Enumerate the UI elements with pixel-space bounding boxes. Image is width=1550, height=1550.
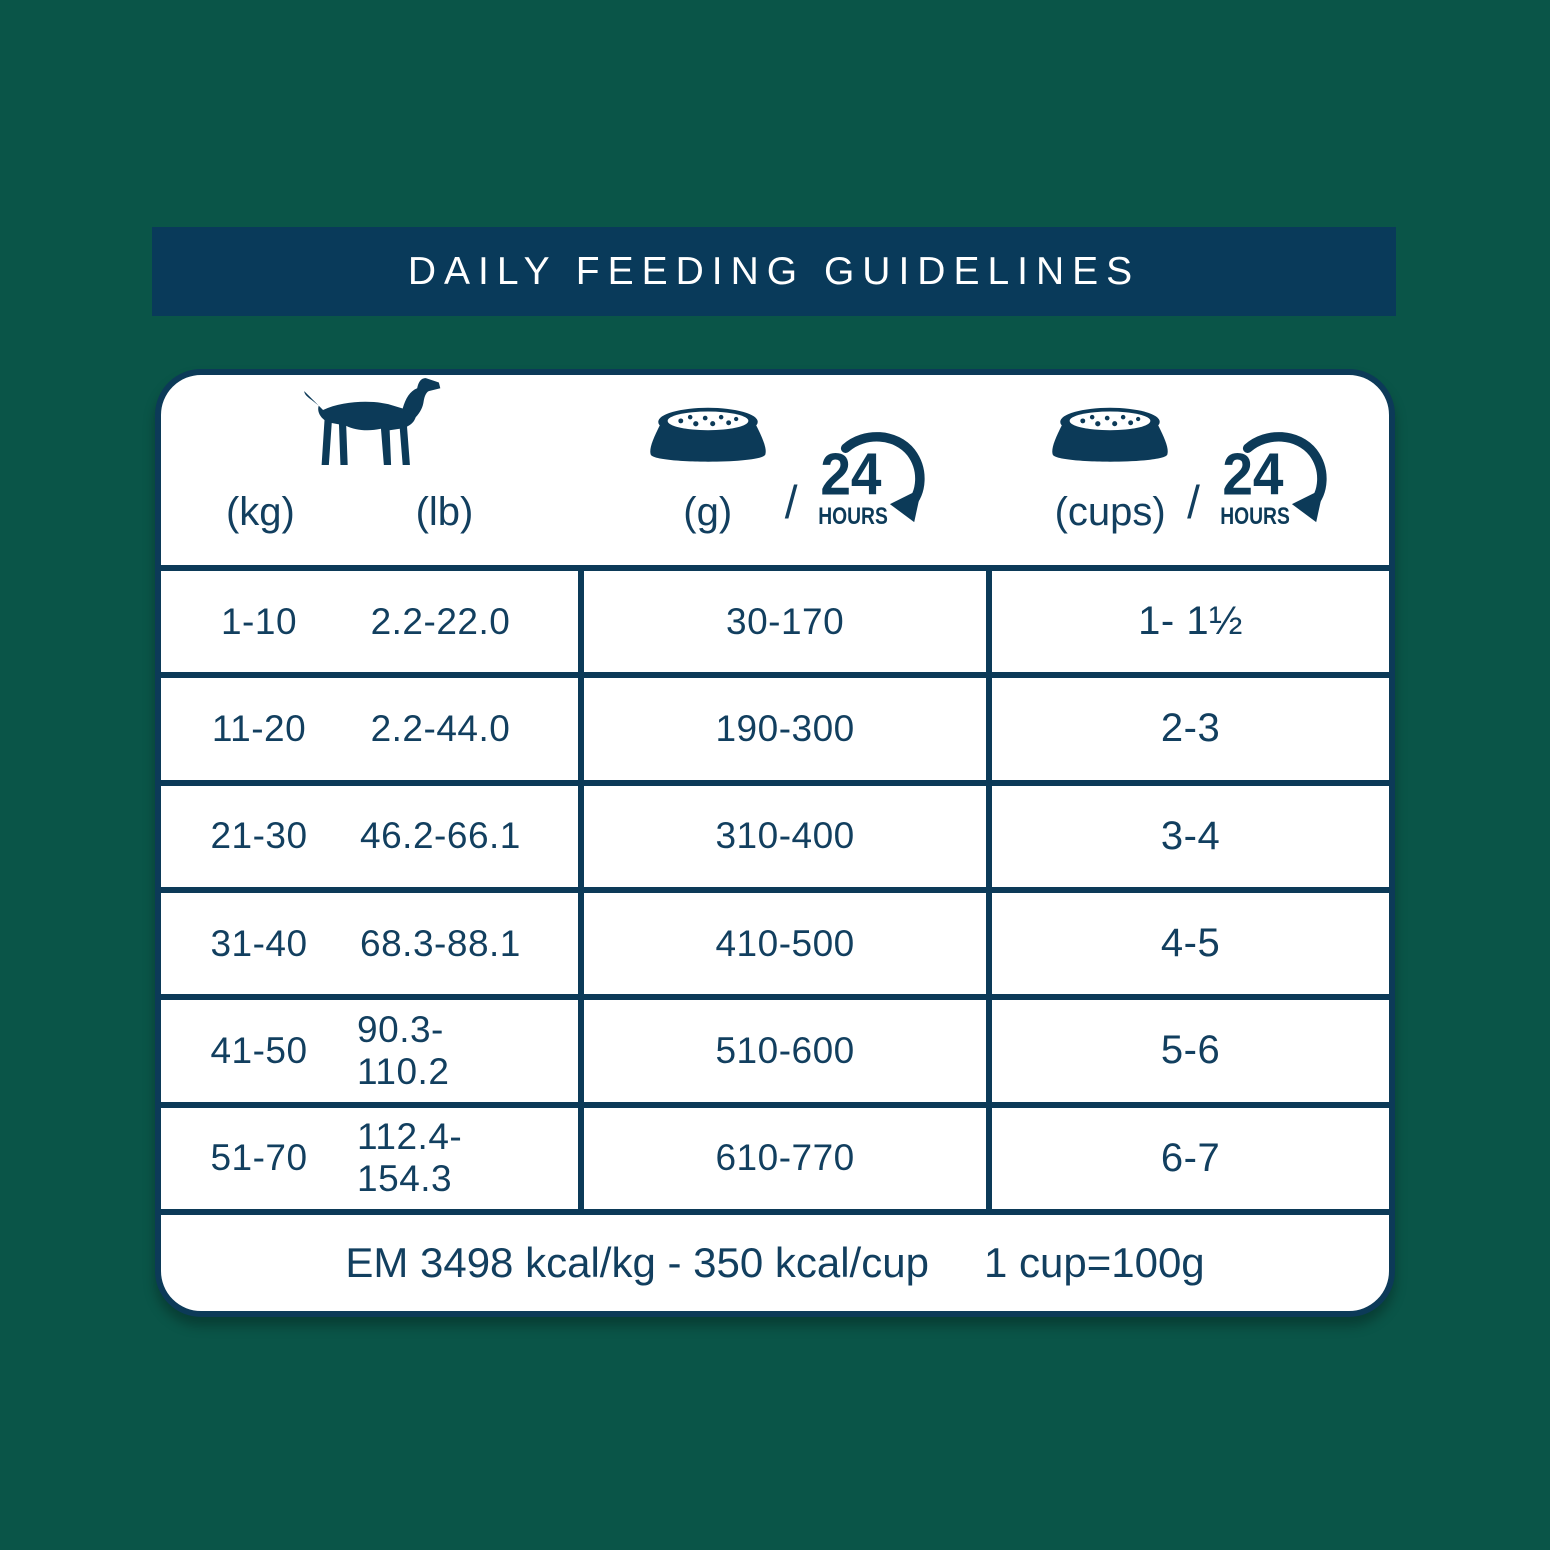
weight-lb-value: 112.4-154.3 bbox=[357, 1116, 463, 1200]
table-footer: EM 3498 kcal/kg - 350 kcal/cup 1 cup=100… bbox=[161, 1215, 1389, 1311]
per-separator: / bbox=[784, 476, 798, 528]
column-header-cups: (cups) / 24 HOURS bbox=[992, 375, 1389, 571]
grams-value: 610-770 bbox=[584, 1107, 993, 1215]
weight-lb-value: 90.3-110.2 bbox=[357, 1008, 450, 1092]
svg-text:24: 24 bbox=[1222, 442, 1283, 508]
weight-units-row: (kg) (lb) bbox=[161, 490, 584, 535]
weight-lb-value: 68.3-88.1 bbox=[360, 922, 521, 964]
grams-value: 310-400 bbox=[584, 785, 993, 893]
24-hours-icon: 24 HOURS bbox=[814, 429, 930, 535]
feeding-table: (kg) (lb) bbox=[155, 369, 1395, 1317]
weight-lb-value: 46.2-66.1 bbox=[360, 815, 521, 857]
grams-unit-label: (g) bbox=[683, 490, 733, 534]
grams-value: 410-500 bbox=[584, 893, 993, 1001]
table-row-weight: 41-50 90.3-110.2 bbox=[161, 1000, 585, 1108]
table-row-weight: 31-40 68.3-88.1 bbox=[161, 893, 585, 1001]
weight-lb-value: 2.2-22.0 bbox=[370, 600, 511, 642]
24-hours-icon: 24 HOURS bbox=[1216, 429, 1332, 535]
kg-unit-label: (kg) bbox=[225, 490, 295, 534]
weight-kg-value: 41-50 bbox=[210, 1029, 308, 1071]
per-separator: / bbox=[1187, 476, 1200, 528]
weight-kg-value: 1-10 bbox=[220, 600, 298, 642]
table-row-weight: 11-20 2.2-44.0 bbox=[161, 678, 585, 786]
table-row-weight: 1-10 2.2-22.0 bbox=[161, 571, 585, 679]
table-row-weight: 51-70 112.4-154.3 bbox=[161, 1107, 585, 1215]
svg-text:24: 24 bbox=[820, 442, 881, 508]
page-title: DAILY FEEDING GUIDELINES bbox=[407, 249, 1141, 293]
column-header-grams: (g) / 24 HOURS bbox=[584, 375, 993, 571]
cups-value: 3-4 bbox=[992, 786, 1389, 893]
weight-kg-value: 51-70 bbox=[210, 1137, 308, 1179]
grams-value: 190-300 bbox=[584, 678, 993, 786]
food-bowl-icon bbox=[647, 402, 769, 482]
lb-unit-label: (lb) bbox=[415, 490, 474, 534]
weight-kg-value: 31-40 bbox=[210, 922, 308, 964]
cups-value: 1- 1½ bbox=[992, 571, 1389, 679]
svg-text:HOURS: HOURS bbox=[818, 503, 888, 530]
energy-density-text: EM 3498 kcal/kg - 350 kcal/cup bbox=[345, 1239, 929, 1286]
weight-kg-value: 21-30 bbox=[210, 815, 308, 857]
column-header-weight: (kg) (lb) bbox=[161, 375, 585, 571]
title-bar: DAILY FEEDING GUIDELINES bbox=[152, 227, 1396, 316]
cups-value: 5-6 bbox=[992, 1000, 1389, 1108]
weight-lb-value: 2.2-44.0 bbox=[370, 707, 511, 749]
grams-value: 510-600 bbox=[584, 1000, 993, 1108]
food-bowl-icon bbox=[1049, 402, 1171, 482]
cups-value: 2-3 bbox=[992, 678, 1389, 786]
table-row-weight: 21-30 46.2-66.1 bbox=[161, 785, 585, 893]
grams-value: 30-170 bbox=[584, 571, 993, 679]
cups-value: 4-5 bbox=[992, 893, 1389, 1001]
cup-conversion-text: 1 cup=100g bbox=[983, 1239, 1205, 1286]
dog-icon bbox=[161, 375, 584, 484]
cups-value: 6-7 bbox=[992, 1108, 1389, 1215]
svg-text:HOURS: HOURS bbox=[1220, 503, 1290, 530]
weight-kg-value: 11-20 bbox=[211, 707, 307, 749]
cups-unit-label: (cups) bbox=[1054, 490, 1166, 534]
